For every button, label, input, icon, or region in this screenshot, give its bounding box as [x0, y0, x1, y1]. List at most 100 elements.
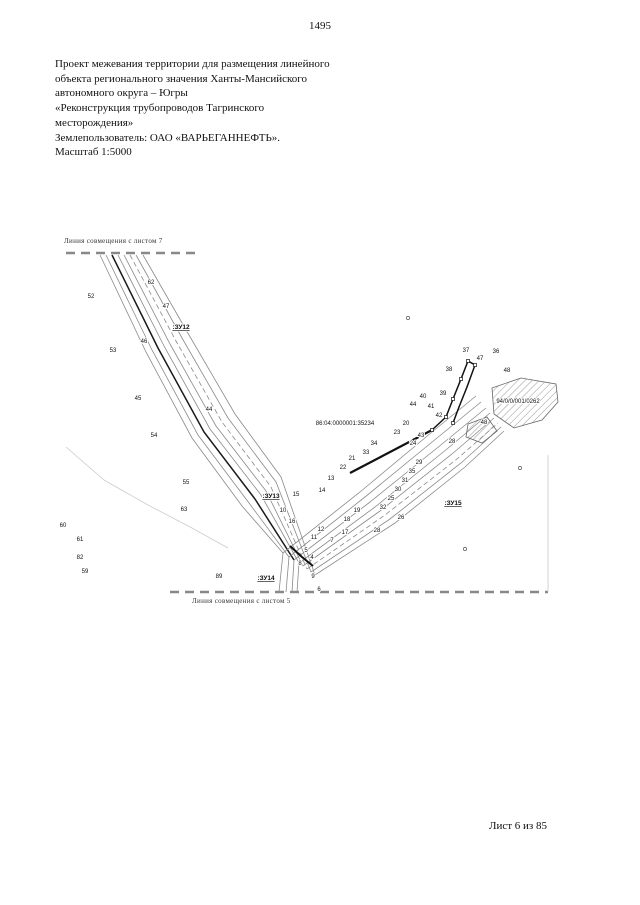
map-point-label: 22 [340, 465, 347, 471]
map-point-label: 7 [330, 538, 334, 544]
map-line [117, 254, 300, 564]
map-point-label: 36 [493, 349, 500, 355]
map-point-label: 45 [135, 396, 142, 402]
map-line [142, 254, 316, 576]
well-symbol [463, 547, 467, 551]
map-line [129, 254, 308, 570]
map-point-label: 48 [481, 420, 488, 426]
map-line [285, 556, 290, 593]
map-point-label: 32 [380, 505, 387, 511]
map-point-label: 47 [477, 356, 484, 362]
map-line [314, 430, 505, 576]
map-point-label: 60 [60, 523, 67, 529]
map-point-label: 25 [388, 496, 395, 502]
map-point-label: 44 [410, 402, 417, 408]
map-point-label: 55 [183, 480, 190, 486]
map-line [123, 254, 304, 567]
map-line [135, 254, 312, 573]
sheet-number: Лист 6 из 85 [489, 820, 548, 832]
map-point-label: 59 [82, 569, 89, 575]
map-point-label: 38 [446, 367, 453, 373]
survey-map: 52 62 47:ЗУ12 53 46 45 44 54 55 63 60 61 82 59 89:ЗУ13… [55, 230, 560, 615]
title-line: Масштаб 1:5000 [55, 146, 132, 159]
map-line [306, 422, 499, 570]
map-point-label: 62 [148, 280, 155, 286]
page-number: 1495 [309, 20, 331, 32]
map-point-label: 9 [311, 574, 315, 580]
map-point-label: 40 [420, 394, 427, 400]
map-point-label: 37 [463, 348, 470, 354]
survey-point-marker [451, 397, 455, 401]
survey-point-marker [430, 428, 434, 432]
map-svg: 526247:ЗУ12534645445455636061825989:ЗУ13… [59, 251, 559, 594]
well-symbol [406, 316, 410, 320]
map-point-label: 30 [395, 487, 402, 493]
map-point-label: 15 [293, 492, 300, 498]
map-point-label: 33 [363, 450, 370, 456]
survey-point-marker [444, 415, 448, 419]
map-line [288, 401, 482, 558]
map-line [293, 407, 487, 561]
map-point-label: 34 [371, 441, 378, 447]
title-line: Землепользователь: ОАО «ВАРЬЕГАННЕФТЬ». [55, 131, 281, 144]
map-point-label: 47 [163, 304, 170, 310]
survey-point-marker [451, 421, 455, 425]
map-point-label: 19 [354, 508, 361, 514]
map-point-label: 8 [298, 561, 302, 567]
map-point-label: 52 [88, 294, 95, 300]
map-line [291, 559, 295, 593]
map-point-label: :ЗУ15 [444, 500, 462, 507]
map-point-label: 21 [349, 456, 356, 462]
map-point-label: 42 [436, 413, 443, 419]
map-point-label: 29 [416, 460, 423, 466]
map-point-label: 63 [181, 507, 188, 513]
map-point-label: 43 [418, 433, 425, 439]
map-point-label: 18 [344, 517, 351, 523]
title-line: объекта регионального значения Ханты-Ман… [55, 72, 308, 85]
hatched-area [465, 416, 498, 444]
map-point-label: 14 [319, 488, 326, 494]
map-point-label: 17 [342, 530, 349, 536]
map-point-label: 11 [311, 535, 318, 541]
map-point-label: :ЗУ14 [257, 575, 275, 582]
title-line: автономного округа – Югры [55, 87, 188, 100]
map-line [431, 359, 476, 431]
map-line [105, 254, 290, 558]
map-line [310, 426, 502, 573]
map-point-label: 44 [206, 407, 213, 413]
map-point-label: 39 [440, 391, 447, 397]
map-point-label: :ЗУ12 [172, 324, 190, 331]
map-point-label: 89 [216, 574, 223, 580]
map-point-label: 53 [110, 348, 117, 354]
map-point-label: 24 [410, 441, 417, 447]
map-point-label: 41 [428, 404, 435, 410]
map-point-label: 6 [317, 587, 321, 593]
map-point-label: 94/0/0/001/0262 [496, 399, 540, 405]
map-point-label: 48 [504, 368, 511, 374]
map-point-label: 61 [77, 537, 84, 543]
map-point-label: 82 [77, 555, 84, 561]
map-line [282, 395, 477, 554]
map-line [99, 254, 284, 554]
title-line: месторождения» [55, 116, 134, 129]
map-point-label: 86:04:0000001:35234 [316, 421, 375, 427]
map-point-label: 12 [318, 527, 325, 533]
survey-point-marker [459, 377, 463, 381]
map-point-label: 20 [403, 421, 410, 427]
map-point-label: 5 [304, 548, 308, 554]
map-point-label: 26 [398, 515, 405, 521]
map-point-label: 46 [141, 339, 148, 345]
map-point-label: 4 [310, 555, 314, 561]
map-point-label: 35 [409, 469, 416, 475]
hatched-area [491, 377, 559, 429]
map-point-label: :ЗУ13 [262, 493, 280, 500]
title-line: «Реконструкция трубопроводов Тагринского [55, 102, 265, 115]
map-point-label: 28 [449, 439, 456, 445]
map-line [111, 254, 295, 561]
map-line [278, 552, 284, 593]
map-point-label: 13 [328, 476, 335, 482]
map-line [289, 545, 314, 567]
match-line-label-sheet-5: Линия совмещения с листом 5 [192, 597, 291, 605]
map-point-label: 16 [289, 519, 296, 525]
